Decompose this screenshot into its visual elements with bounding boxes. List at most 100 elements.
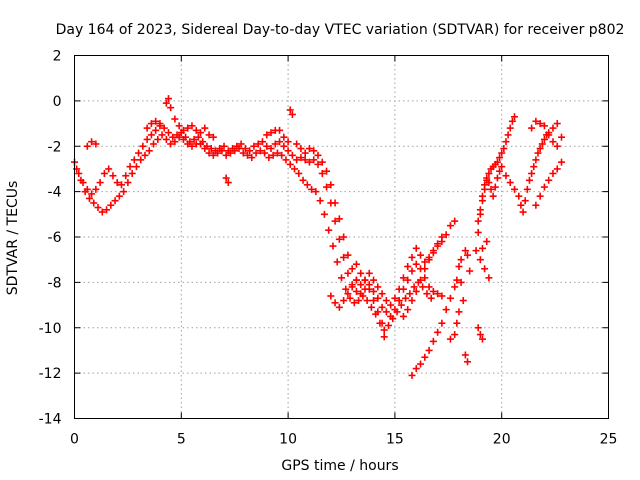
data-point — [310, 147, 318, 155]
data-point — [350, 299, 358, 307]
data-point — [382, 297, 390, 305]
data-point — [244, 151, 252, 159]
data-point — [404, 262, 412, 270]
x-axis-label: GPS time / hours — [281, 458, 398, 474]
data-point — [421, 353, 429, 361]
data-point — [434, 290, 442, 298]
data-point — [528, 169, 536, 177]
data-point — [205, 149, 213, 157]
data-point — [384, 321, 392, 329]
x-tick-label: 10 — [279, 432, 297, 448]
data-point — [408, 371, 416, 379]
data-point — [248, 154, 256, 162]
x-tick-label: 25 — [600, 432, 618, 448]
data-point — [323, 183, 331, 191]
series-p802-c — [83, 95, 459, 311]
data-point — [167, 104, 175, 112]
data-point — [421, 274, 429, 282]
data-point — [474, 217, 482, 225]
data-point — [502, 138, 510, 146]
data-point — [258, 138, 266, 146]
data-point — [399, 274, 407, 282]
data-point — [521, 197, 529, 205]
data-point — [410, 283, 418, 291]
data-point — [318, 169, 326, 177]
data-point — [335, 235, 343, 243]
data-point — [150, 140, 158, 148]
data-point — [404, 306, 412, 314]
data-points — [71, 95, 566, 379]
data-point — [425, 283, 433, 291]
series-p802-b — [73, 131, 435, 334]
data-point — [434, 328, 442, 336]
data-point — [164, 129, 172, 137]
data-point — [254, 140, 262, 148]
data-point — [179, 135, 187, 143]
data-point — [558, 158, 566, 166]
data-point — [540, 122, 548, 130]
data-point — [171, 138, 179, 146]
data-point — [301, 149, 309, 157]
data-point — [474, 324, 482, 332]
data-point — [496, 154, 504, 162]
data-point — [342, 285, 350, 293]
data-point — [156, 120, 164, 128]
data-point — [310, 156, 318, 164]
data-point — [511, 113, 519, 121]
data-point — [404, 276, 412, 284]
data-point — [378, 290, 386, 298]
data-point — [175, 133, 183, 141]
data-point — [220, 142, 228, 150]
data-point — [534, 149, 542, 157]
data-point — [423, 290, 431, 298]
data-point — [451, 283, 459, 291]
data-point — [143, 135, 151, 143]
axis-ticks: 0 5 10 15 20 25 -14 -12 -10 -8 -6 -4 -2 0 2 — [39, 49, 618, 448]
data-point — [267, 145, 275, 153]
data-point — [489, 192, 497, 200]
data-point — [406, 290, 414, 298]
data-point — [357, 269, 365, 277]
data-point — [464, 358, 472, 366]
data-point — [335, 215, 343, 223]
data-point — [389, 315, 397, 323]
data-point — [288, 110, 296, 118]
data-point — [417, 251, 425, 259]
data-point — [188, 122, 196, 130]
data-point — [81, 188, 89, 196]
data-point — [549, 169, 557, 177]
data-point — [380, 333, 388, 341]
data-point — [459, 297, 467, 305]
data-point — [525, 176, 533, 184]
data-point — [530, 163, 538, 171]
data-point — [179, 126, 187, 134]
data-point — [374, 308, 382, 316]
data-point — [438, 233, 446, 241]
data-point — [478, 335, 486, 343]
data-point — [485, 169, 493, 177]
data-point — [476, 331, 484, 339]
data-point — [331, 199, 339, 207]
data-point — [382, 308, 390, 316]
data-point — [273, 149, 281, 157]
data-point — [442, 231, 450, 239]
data-point — [508, 117, 516, 125]
data-point — [378, 319, 386, 327]
data-point — [519, 208, 527, 216]
data-point — [88, 138, 96, 146]
data-point — [483, 238, 491, 246]
data-point — [536, 120, 544, 128]
data-point — [88, 190, 96, 198]
data-point — [417, 360, 425, 368]
data-point — [169, 133, 177, 141]
y-tick-label: -6 — [48, 230, 62, 246]
y-tick-label: -12 — [39, 366, 62, 382]
data-point — [241, 145, 249, 153]
data-point — [194, 133, 202, 141]
data-point — [506, 179, 514, 187]
data-point — [288, 151, 296, 159]
data-point — [197, 129, 205, 137]
data-point — [327, 181, 335, 189]
data-point — [374, 283, 382, 291]
series-p802-a — [71, 122, 446, 320]
